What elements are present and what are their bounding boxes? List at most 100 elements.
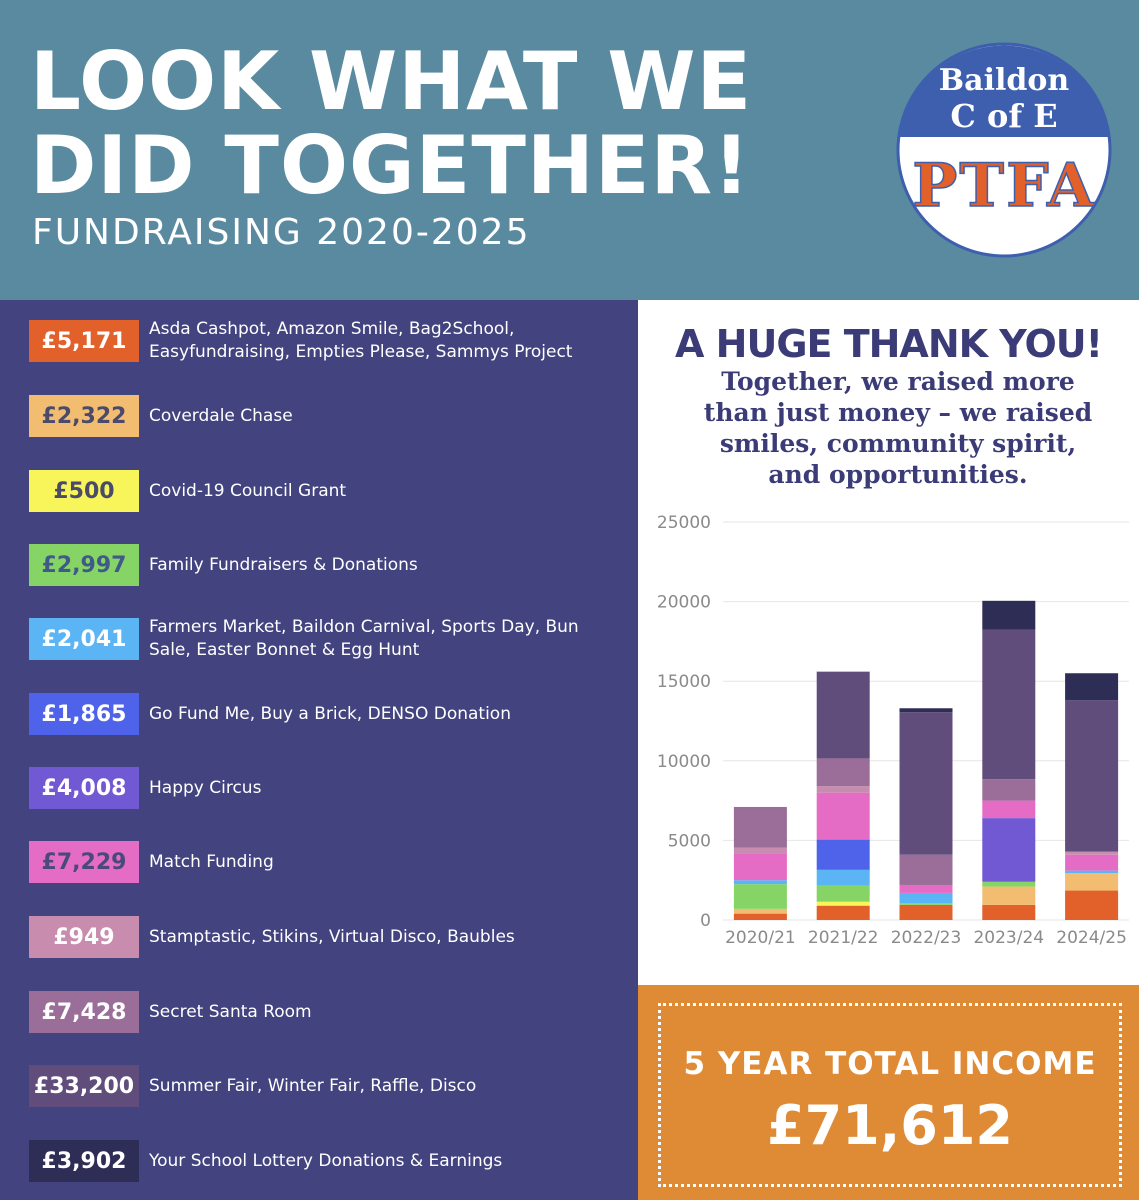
source-label: Summer Fair, Winter Fair, Raffle, Disco (149, 1075, 477, 1096)
x-tick-label: 2023/24 (973, 928, 1044, 948)
bar-segment (816, 792, 870, 840)
source-row: £2,997 Family Fundraisers & Donations (29, 544, 629, 586)
amount-badge: £5,171 (29, 320, 139, 362)
source-label: Stamptastic, Stikins, Virtual Disco, Bau… (149, 926, 515, 947)
bar-segment (982, 800, 1036, 819)
source-row: £2,322 Coverdale Chase (29, 395, 629, 437)
thanks-panel: A HUGE THANK YOU! Together, we raised mo… (638, 300, 1139, 985)
source-row: £5,171 Asda Cashpot, Amazon Smile, Bag2Sc… (29, 319, 629, 362)
bar-segment (816, 839, 870, 870)
source-row: £3,902 Your School Lottery Donations & Ea… (29, 1140, 629, 1182)
amount-badge: £33,200 (29, 1065, 139, 1107)
logo-text-1: Baildon (939, 63, 1070, 98)
bar-segment (1065, 873, 1119, 891)
source-label: Coverdale Chase (149, 405, 293, 426)
source-label: Covid-19 Council Grant (149, 480, 347, 501)
amount-badge: £3,902 (29, 1140, 139, 1182)
page-subtitle: FUNDRAISING 2020-2025 (32, 212, 531, 253)
bar-segment (899, 712, 953, 855)
bar-segment (899, 708, 953, 713)
x-tick-label: 2020/21 (725, 928, 796, 948)
bar-segment (816, 885, 870, 902)
bar-segment (733, 908, 787, 914)
bar-segment (982, 779, 1036, 801)
header-banner: LOOK WHAT WE DID TOGETHER! FUNDRAISING 2… (0, 0, 1139, 300)
bar-segment (816, 758, 870, 787)
source-label: Secret Santa Room (149, 1001, 312, 1022)
x-tick-label: 2021/22 (808, 928, 879, 948)
source-row: £7,428 Secret Santa Room (29, 991, 629, 1033)
amount-badge: £7,229 (29, 841, 139, 883)
bar-segment (899, 904, 953, 920)
total-label: 5 YEAR TOTAL INCOME (683, 1046, 1097, 1082)
bar-segment (733, 913, 787, 920)
bar-segment (733, 853, 787, 881)
source-label: Farmers Market, Baildon Carnival, Sports… (149, 617, 579, 660)
y-tick-label: 25000 (657, 513, 711, 533)
source-row: £949 Stamptastic, Stikins, Virtual Disco,… (29, 916, 629, 958)
bar-segment (1065, 870, 1119, 874)
y-tick-label: 5000 (668, 831, 711, 851)
amount-badge: £2,322 (29, 395, 139, 437)
bar-segment (816, 905, 870, 920)
source-label: Go Fund Me, Buy a Brick, DENSO Donation (149, 703, 511, 724)
bar-segment (982, 629, 1036, 780)
source-label: Family Fundraisers & Donations (149, 554, 418, 575)
x-tick-label: 2022/23 (891, 928, 962, 948)
bar-segment (1065, 700, 1119, 852)
source-row: £4,008 Happy Circus (29, 767, 629, 809)
sources-panel: £5,171 Asda Cashpot, Amazon Smile, Bag2Sc… (0, 300, 638, 1200)
thanks-message: Together, we raised more than just money… (678, 366, 1118, 490)
y-tick-label: 15000 (657, 672, 711, 692)
bar-segment (982, 886, 1036, 905)
total-value: £71,612 (767, 1094, 1013, 1157)
bar-segment (816, 869, 870, 886)
bar-segment (982, 881, 1036, 887)
source-row: £500 Covid-19 Council Grant (29, 470, 629, 512)
total-frame: 5 YEAR TOTAL INCOME £71,612 (658, 1003, 1122, 1187)
title-line-1: LOOK WHAT WE (30, 35, 753, 128)
amount-badge: £7,428 (29, 991, 139, 1033)
total-box: 5 YEAR TOTAL INCOME £71,612 (638, 985, 1139, 1200)
thanks-line-2: than just money – we raised (703, 398, 1093, 427)
bar-segment (899, 892, 953, 904)
thanks-line-4: and opportunities. (768, 460, 1028, 489)
y-tick-label: 10000 (657, 752, 711, 772)
bar-segment (1065, 673, 1119, 701)
thanks-line-3: smiles, community spirit, (719, 429, 1077, 458)
source-row: £33,200 Summer Fair, Winter Fair, Raffle,… (29, 1065, 629, 1107)
bar-segment (1065, 851, 1119, 855)
source-label: Match Funding (149, 851, 274, 872)
amount-badge: £1,865 (29, 693, 139, 735)
bar-segment (982, 818, 1036, 882)
bar-segment (982, 600, 1036, 630)
stacked-bar-chart: 0 5000 10000 15000 20000 25000 2020/21 2021/22 2… (657, 513, 1129, 948)
amount-badge: £2,997 (29, 544, 139, 586)
bar-segment (733, 884, 787, 909)
bar-segment (1065, 854, 1119, 871)
source-row: £2,041 Farmers Market, Baildon Carnival, … (29, 617, 629, 660)
source-row: £7,229 Match Funding (29, 841, 629, 883)
bar-segment (982, 904, 1036, 920)
bar-segment (899, 854, 953, 885)
bar-segment (816, 786, 870, 793)
page-title: LOOK WHAT WE DID TOGETHER! (30, 40, 752, 208)
source-label: Asda Cashpot, Amazon Smile, Bag2School, … (149, 319, 573, 362)
source-label: Your School Lottery Donations & Earnings (149, 1150, 503, 1171)
bar-segment (733, 880, 787, 885)
amount-badge: £2,041 (29, 618, 139, 660)
x-tick-label: 2024/25 (1056, 928, 1127, 948)
logo-text-2: C of E (950, 97, 1057, 135)
title-line-2: DID TOGETHER! (30, 119, 751, 212)
bar-segment (733, 847, 787, 854)
ptfa-logo: Baildon C of E PTFA (896, 42, 1112, 258)
bar-segment (733, 806, 787, 848)
bar-segment (816, 901, 870, 906)
source-row: £1,865 Go Fund Me, Buy a Brick, DENSO Don… (29, 693, 629, 735)
thanks-line-1: Together, we raised more (721, 367, 1075, 396)
bar-segment (1065, 890, 1119, 920)
bar-segment (816, 671, 870, 759)
logo-text-3: PTFA (912, 151, 1095, 221)
amount-badge: £4,008 (29, 767, 139, 809)
amount-badge: £500 (29, 470, 139, 512)
